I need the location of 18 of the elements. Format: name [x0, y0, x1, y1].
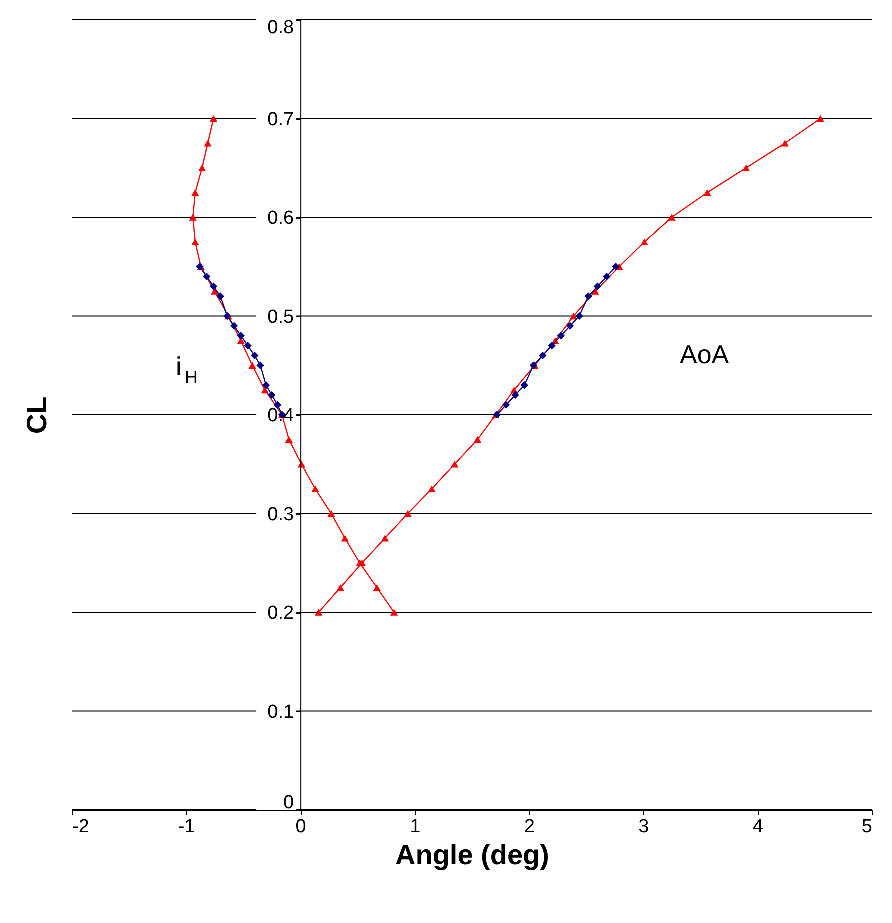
y-tick-label: 0 [283, 792, 294, 814]
y-tick-label: 0.3 [268, 504, 294, 526]
x-tick-label: 1 [410, 816, 421, 838]
x-tick-label: -1 [178, 816, 196, 838]
x-tick-label: 3 [638, 816, 650, 838]
y-axis-title: CL [22, 396, 52, 434]
y-tick-label: 0.8 [268, 18, 294, 38]
y-tick-label: 0.7 [268, 109, 294, 130]
annotation: AoA [680, 340, 730, 370]
y-tick-label: 0.1 [268, 702, 294, 723]
y-tick-label: 0.2 [268, 603, 294, 624]
y-tick-label: 0.5 [268, 306, 294, 328]
x-tick-label: 5 [862, 816, 872, 838]
y-tick-label: 0.6 [268, 208, 294, 229]
x-tick-label: -2 [72, 816, 90, 838]
x-tick-label: 4 [752, 816, 764, 838]
x-tick-label: 2 [524, 816, 535, 838]
x-axis-title: Angle (deg) [396, 840, 550, 870]
